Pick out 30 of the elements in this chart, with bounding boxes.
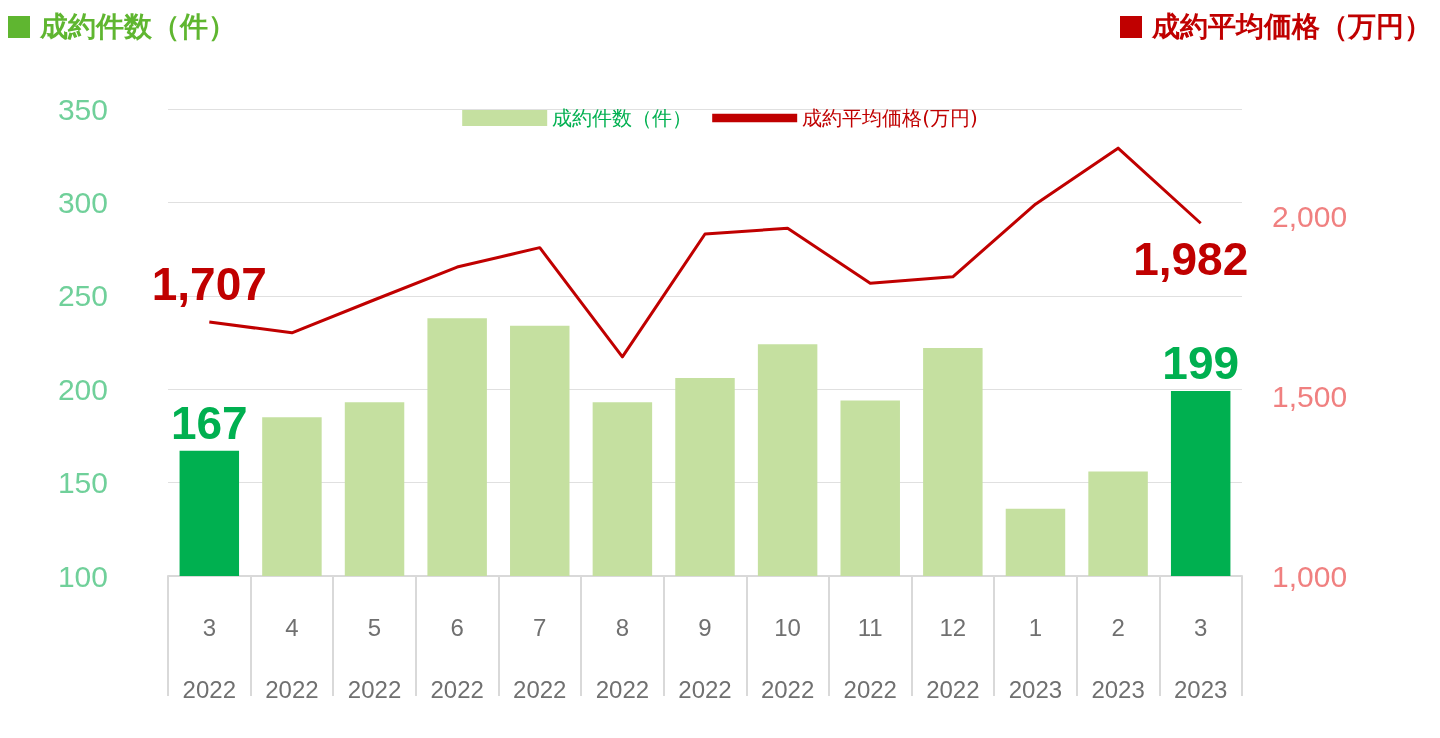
- category-label: 10 2022: [760, 613, 815, 703]
- data-label: 199: [1162, 337, 1240, 390]
- y2-tick-label: 1,000: [1272, 559, 1348, 593]
- data-label: 167: [170, 396, 248, 449]
- y-axis-title: 成約件数（件）: [40, 9, 236, 45]
- y2-axis-title: 成約平均価格（万円）: [1152, 9, 1432, 45]
- y-tick-label: 250: [57, 279, 108, 313]
- category-label: 7 2022: [513, 613, 567, 703]
- category-label: 1 2023: [1008, 613, 1063, 703]
- y-tick-label: 150: [57, 466, 108, 500]
- category-label: 11 2022: [843, 613, 897, 703]
- category-label: 9 2022: [678, 613, 732, 703]
- category-label: 8 2022: [595, 613, 650, 703]
- category-label: 3 2023: [1174, 613, 1228, 703]
- y-tick-label: 200: [57, 372, 108, 406]
- legend-label: 成約件数（件）: [552, 106, 693, 130]
- category-label: 6 2022: [430, 613, 484, 703]
- y2-tick-label: 1,500: [1272, 379, 1348, 413]
- category-label: 3 2022: [182, 613, 236, 703]
- category-label: 12 2022: [926, 613, 980, 703]
- y2-tick-label: 2,000: [1272, 200, 1348, 234]
- y-tick-label: 350: [57, 92, 108, 126]
- y-tick-label: 300: [57, 185, 108, 219]
- category-label: 4 2022: [265, 613, 319, 703]
- data-label: 1,707: [151, 258, 267, 311]
- y-tick-label: 100: [57, 559, 108, 593]
- data-label: 1,982: [1133, 233, 1249, 286]
- category-label: 2 2023: [1091, 613, 1145, 703]
- category-label: 5 2022: [347, 613, 402, 703]
- legend-label: 成約平均価格(万円): [802, 106, 978, 130]
